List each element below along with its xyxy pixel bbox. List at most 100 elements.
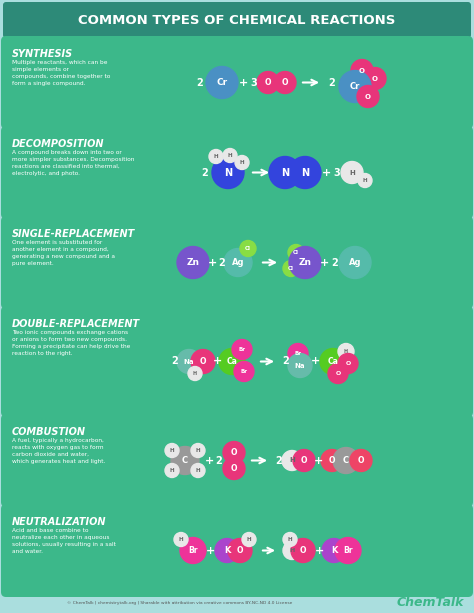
Text: 2: 2 (219, 257, 225, 267)
Text: O: O (231, 448, 237, 457)
Text: Ag: Ag (349, 258, 361, 267)
Text: Two ionic compounds exchange cations
or anions to form two new compounds.
Formin: Two ionic compounds exchange cations or … (12, 330, 130, 356)
Circle shape (234, 362, 254, 381)
Circle shape (180, 538, 206, 563)
Circle shape (282, 451, 302, 471)
Text: 3: 3 (334, 167, 340, 178)
Text: Ag: Ag (232, 258, 244, 267)
Text: 2: 2 (197, 77, 203, 88)
Circle shape (320, 349, 346, 375)
Text: +: + (239, 77, 249, 88)
Text: NEUTRALIZATION: NEUTRALIZATION (12, 517, 107, 527)
Text: Br: Br (343, 546, 353, 555)
Text: H: H (214, 154, 219, 159)
Circle shape (191, 443, 205, 457)
Text: O: O (358, 456, 364, 465)
Circle shape (165, 443, 179, 457)
Text: +: + (314, 455, 324, 465)
Text: O: O (359, 67, 365, 74)
Text: O: O (329, 456, 335, 465)
Circle shape (228, 538, 252, 563)
Circle shape (240, 240, 256, 256)
Text: +: + (209, 257, 218, 267)
Text: H: H (363, 178, 367, 183)
Text: Multiple reactants, which can be
simple elements or
compounds, combine together : Multiple reactants, which can be simple … (12, 60, 110, 86)
Circle shape (235, 156, 249, 170)
Circle shape (269, 156, 301, 189)
Text: SINGLE-REPLACEMENT: SINGLE-REPLACEMENT (12, 229, 135, 239)
Text: H: H (240, 160, 244, 165)
Text: © ChemTalk | chemistrytalk.org | Sharable with attribution via creative commons : © ChemTalk | chemistrytalk.org | Sharabl… (67, 601, 292, 605)
Circle shape (357, 85, 379, 107)
Text: Acid and base combine to
neutralize each other in aqueous
solutions, usually res: Acid and base combine to neutralize each… (12, 528, 116, 554)
Text: O: O (265, 78, 271, 87)
Text: O: O (231, 464, 237, 473)
Text: H: H (179, 537, 183, 542)
FancyBboxPatch shape (1, 306, 473, 417)
Text: +: + (315, 546, 325, 555)
Text: 2: 2 (172, 357, 178, 367)
Text: +: + (205, 455, 215, 465)
Circle shape (364, 67, 386, 89)
Text: Cr: Cr (350, 82, 360, 91)
Text: H: H (289, 548, 295, 553)
Text: A compound breaks down into two or
more simpler substances. Decomposition
reacti: A compound breaks down into two or more … (12, 150, 134, 176)
Circle shape (191, 349, 215, 373)
Text: +: + (213, 357, 223, 367)
Text: 2: 2 (216, 455, 222, 465)
Text: H: H (228, 153, 232, 158)
Text: H: H (246, 537, 251, 542)
Circle shape (283, 533, 297, 547)
Text: Zn: Zn (186, 258, 200, 267)
Circle shape (293, 449, 315, 471)
Text: H: H (170, 448, 174, 453)
Text: Cl: Cl (293, 250, 299, 255)
Text: COMMON TYPES OF CHEMICAL REACTIONS: COMMON TYPES OF CHEMICAL REACTIONS (78, 13, 396, 26)
Text: N: N (281, 167, 289, 178)
Circle shape (289, 246, 321, 278)
Circle shape (288, 245, 304, 261)
Text: H: H (196, 448, 201, 453)
Circle shape (232, 340, 252, 359)
Text: O: O (282, 78, 288, 87)
Text: O: O (300, 546, 306, 555)
Circle shape (224, 248, 252, 276)
Text: 2: 2 (332, 257, 338, 267)
Circle shape (351, 59, 373, 82)
Circle shape (333, 447, 359, 473)
Text: C: C (182, 456, 188, 465)
Circle shape (328, 364, 348, 384)
Text: H: H (349, 170, 355, 175)
Text: SYNTHESIS: SYNTHESIS (12, 49, 73, 59)
Circle shape (219, 349, 245, 375)
Circle shape (283, 261, 299, 276)
Text: N: N (301, 167, 309, 178)
Text: H: H (344, 349, 348, 354)
Circle shape (335, 538, 361, 563)
Text: +: + (322, 167, 332, 178)
Text: H: H (196, 468, 201, 473)
Circle shape (338, 354, 358, 373)
Text: A fuel, typically a hydrocarbon,
reacts with oxygen gas to form
carbon dioxide a: A fuel, typically a hydrocarbon, reacts … (12, 438, 105, 464)
Circle shape (322, 538, 346, 563)
Text: H: H (289, 457, 295, 463)
FancyBboxPatch shape (1, 126, 473, 219)
Text: Cl: Cl (288, 266, 294, 271)
Text: +: + (320, 257, 329, 267)
Circle shape (171, 446, 199, 474)
FancyBboxPatch shape (1, 216, 473, 309)
Circle shape (338, 343, 354, 359)
Circle shape (191, 463, 205, 478)
Circle shape (289, 156, 321, 189)
Circle shape (206, 66, 238, 99)
Circle shape (242, 533, 256, 547)
Circle shape (358, 173, 372, 188)
Circle shape (339, 70, 371, 102)
Text: Cl: Cl (245, 246, 251, 251)
Text: Na: Na (184, 359, 194, 365)
Text: DECOMPOSITION: DECOMPOSITION (12, 139, 104, 149)
FancyBboxPatch shape (1, 414, 473, 507)
Text: ChemTalk: ChemTalk (396, 596, 464, 609)
Text: O: O (301, 456, 307, 465)
Text: H: H (288, 537, 292, 542)
